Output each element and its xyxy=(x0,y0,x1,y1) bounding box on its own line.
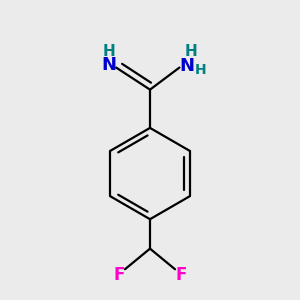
Text: H: H xyxy=(195,64,207,77)
Text: H: H xyxy=(185,44,198,59)
Text: H: H xyxy=(102,44,115,59)
Text: N: N xyxy=(101,56,116,74)
Text: F: F xyxy=(113,266,125,284)
Text: F: F xyxy=(175,266,187,284)
Text: N: N xyxy=(179,57,194,75)
